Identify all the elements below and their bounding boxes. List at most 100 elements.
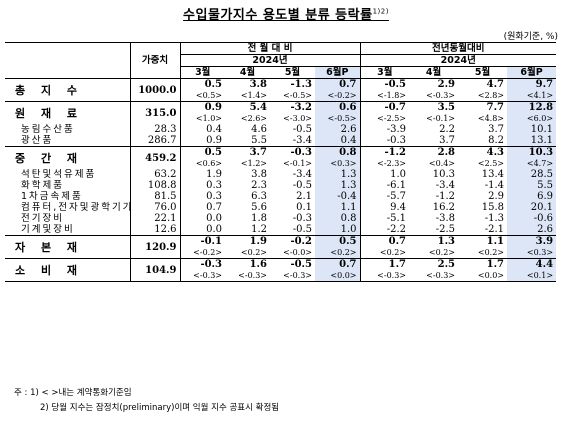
row-weight: 81.5: [129, 191, 180, 202]
yoy-contract-value: <-0.3>: [359, 270, 410, 282]
page-title: 수입물가지수 용도별 분류 등락률1)2): [183, 7, 389, 23]
yoy-value: 1.7: [458, 258, 508, 270]
mom-value: 0.1: [296, 202, 312, 213]
table-row: 1차금속제품 81.5 0.3 6.3 2.1 -0.4 -5.7 -1.2 2.9 6.9: [5, 191, 557, 202]
mom-value: 1.0: [315, 224, 361, 236]
unit-label: (원화기준, %): [503, 32, 558, 42]
yoy-contract-value: <-0.3>: [426, 91, 456, 100]
mom-value: 5.5: [251, 135, 267, 146]
mom-value: 1.9: [225, 235, 270, 247]
yoy-value: -2.2: [359, 224, 410, 236]
yoy-contract-value: <4.7>: [507, 158, 557, 169]
yoy-contract-value: <4.8>: [477, 114, 505, 123]
row-weight: 108.8: [129, 180, 180, 191]
year-header-mom: 2024년: [179, 54, 361, 67]
mom-value: -3.4: [292, 135, 312, 146]
mom-contract-value: <-0.3>: [225, 270, 270, 282]
mom-contract-value: <0.2>: [315, 247, 361, 259]
yoy-value: -0.5: [359, 78, 410, 90]
yoy-value: 4.3: [458, 146, 508, 158]
yoy-value: -5.7: [359, 191, 410, 202]
mom-value: 1.1: [315, 202, 361, 213]
month-header: 6월P: [315, 66, 361, 79]
mom-value: 0.0: [179, 224, 225, 236]
yoy-value: 15.8: [481, 202, 505, 213]
mom-value: 3.8: [225, 78, 270, 90]
mom-value: 0.5: [179, 78, 225, 90]
mom-value: 0.8: [315, 146, 361, 158]
mom-value: -0.3: [179, 258, 225, 270]
month-header: 4월: [225, 66, 270, 79]
title-footnote-mark: 1)2): [372, 7, 389, 16]
table-row: 원 재 료 315.0 0.9 5.4 -3.2 0.6 -0.7 3.5 7.7 12.8: [5, 101, 557, 124]
yoy-value: 13.1: [507, 135, 557, 147]
mom-contract-value: <0.5>: [179, 90, 225, 102]
prev-year-header: 전년동월대비: [359, 42, 557, 55]
yoy-value: 1.1: [458, 235, 508, 247]
row-label: 화학제품: [21, 180, 64, 191]
mom-value: -0.1: [179, 235, 225, 247]
yoy-value: 2.9: [488, 191, 505, 202]
mom-value: -0.5: [292, 224, 312, 235]
yoy-value: 7.7: [458, 101, 508, 113]
mom-value: 2.3: [251, 180, 267, 191]
yoy-contract-value: <-1.8>: [359, 90, 410, 102]
yoy-value: -1.3: [484, 213, 505, 224]
mom-value: 3.7: [225, 146, 270, 158]
yoy-contract-value: <-0.1>: [426, 114, 456, 123]
yoy-value: -6.1: [359, 180, 410, 191]
mom-value: -0.5: [292, 180, 312, 191]
mom-value: -1.3: [270, 78, 315, 90]
yoy-contract-value: <-0.3>: [409, 270, 459, 282]
yoy-value: 16.2: [432, 202, 456, 213]
label-header: [5, 42, 130, 79]
mom-value: -0.2: [270, 235, 315, 247]
row-label: 자 본 재: [5, 235, 130, 259]
table-row: 컴퓨터,전자및광학기기 76.0 0.7 5.6 0.1 1.1 9.4 16.2 15.8 20…: [5, 202, 557, 213]
mom-value: -0.3: [270, 146, 315, 158]
weight-header: 가중치: [129, 42, 180, 79]
yoy-value: -3.9: [359, 124, 410, 135]
mom-value: 6.3: [251, 191, 267, 202]
mom-value: 0.3: [179, 180, 225, 191]
row-weight: 104.9: [129, 258, 180, 282]
mom-value: -0.4: [315, 191, 361, 202]
yoy-contract-value: <0.1>: [507, 270, 557, 282]
table-row-contract: <1.0> <2.6> <-3.0> <-0.5> <-2.5> <-0.1> <4.8> <…: [5, 113, 557, 124]
yoy-value: 10.1: [507, 124, 557, 135]
mom-value: 1.3: [315, 169, 361, 180]
yoy-value: 8.2: [488, 135, 505, 146]
table-row: 전기장비 22.1 0.0 1.8 -0.3 0.8 -5.1 -3.8 -1.3 -0.6: [5, 213, 557, 224]
mom-value: 1.6: [225, 258, 270, 270]
mom-contract-value: <-0.5>: [315, 113, 361, 124]
yoy-contract-value: <-2.5>: [359, 113, 410, 124]
row-label: 총 지 수: [5, 78, 130, 102]
row-label: 기계및장비: [21, 224, 75, 235]
month-header: 5월: [458, 66, 508, 79]
row-weight: 459.2: [129, 146, 180, 169]
mom-value: 3.8: [251, 169, 267, 180]
mom-contract-value: <-3.0>: [283, 114, 312, 123]
table-row: 소 비 재 104.9 -0.3 1.6 -0.5 0.7 1.7 2.5 1.7 4.4: [5, 258, 557, 282]
yoy-value: 3.5: [409, 101, 459, 113]
footnote-2: 2) 당월 지수는 잠정치(preliminary)이며 익월 지수 공표시 확…: [40, 403, 280, 413]
mom-value: -3.2: [270, 101, 315, 113]
yoy-value: -1.4: [484, 180, 505, 191]
mom-value: 0.0: [179, 213, 225, 224]
yoy-value: 3.7: [439, 135, 456, 146]
mom-contract-value: <-0.3>: [270, 270, 315, 282]
yoy-value: 2.9: [409, 78, 459, 90]
mom-value: 0.6: [315, 101, 361, 113]
row-weight: 120.9: [129, 235, 180, 259]
import-price-table: 가중치 전 월 대 비 전년동월대비 2024년 2024년 3월 4월 5월 6월P…: [5, 42, 557, 282]
row-weight: 286.7: [129, 135, 180, 147]
table-row: 기계및장비 12.6 0.0 1.2 -0.5 1.0 -2.2 -2.5 -2.1 2.6: [5, 224, 557, 236]
mom-value: 0.7: [179, 202, 225, 213]
yoy-value: -2.1: [484, 224, 505, 235]
year-header-yoy: 2024년: [359, 54, 557, 67]
yoy-value: -3.8: [435, 213, 456, 224]
mom-contract-value: <-0.2>: [315, 90, 361, 102]
yoy-value: -1.2: [359, 146, 410, 158]
mom-value: 0.3: [179, 191, 225, 202]
yoy-value: 4.7: [458, 78, 508, 90]
